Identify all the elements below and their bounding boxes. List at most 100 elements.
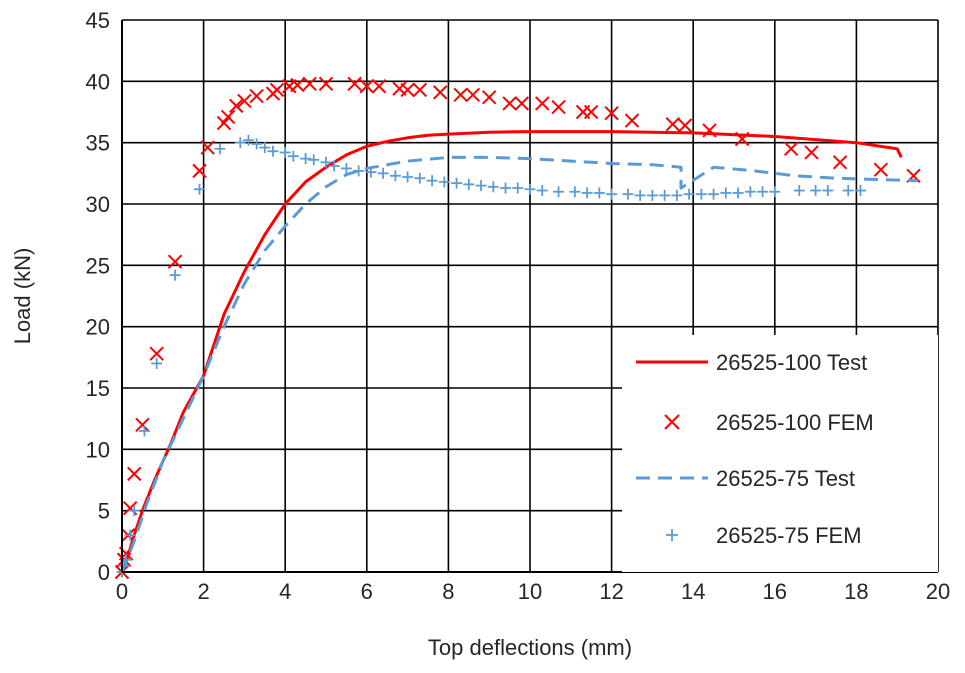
data-point-x-marker [347, 76, 362, 91]
data-point-x-marker [371, 79, 387, 94]
data-point-x-marker [290, 77, 305, 93]
data-point-plus-marker [214, 143, 226, 155]
data-point-x-marker [433, 85, 448, 100]
data-point-plus-marker [377, 167, 389, 179]
data-point-x-marker [832, 155, 848, 170]
data-point-x-marker [216, 115, 232, 131]
data-point-x-marker [400, 82, 415, 98]
data-point-plus-marker [475, 180, 487, 192]
y-tick-label: 40 [86, 69, 110, 94]
data-point-plus-marker [757, 186, 769, 198]
data-point-plus-marker [151, 357, 163, 369]
data-point-plus-marker [194, 183, 206, 195]
legend-item-0: 26525-100 Test [636, 350, 867, 375]
data-point-x-marker [783, 141, 799, 157]
data-point-plus-marker [438, 176, 450, 188]
data-point-plus-marker [300, 153, 312, 165]
data-point-plus-marker [169, 269, 181, 281]
data-point-plus-marker [606, 188, 618, 200]
data-point-plus-marker [634, 189, 646, 201]
data-point-x-marker [302, 76, 317, 91]
data-point-plus-marker [569, 186, 581, 198]
legend-box [622, 335, 938, 572]
data-point-x-marker [583, 104, 599, 120]
data-point-x-marker [481, 90, 497, 105]
data-point-x-marker [702, 123, 717, 138]
data-point-plus-marker [581, 187, 593, 199]
data-point-plus-marker [659, 189, 671, 201]
data-point-plus-marker [500, 182, 512, 194]
data-point-plus-marker [308, 154, 320, 166]
data-point-plus-marker [793, 185, 805, 197]
data-point-plus-marker [487, 181, 499, 193]
data-point-plus-marker [320, 156, 332, 168]
data-point-plus-marker [744, 186, 756, 198]
data-point-plus-marker [365, 166, 377, 178]
y-axis-title: Load (kN) [10, 248, 35, 345]
data-point-x-marker [465, 87, 481, 103]
data-point-x-marker [804, 145, 819, 160]
y-tick-label: 5 [98, 499, 110, 524]
data-point-x-marker [135, 417, 150, 433]
y-tick-label: 10 [86, 437, 110, 462]
data-point-plus-marker [720, 187, 732, 199]
x-tick-label: 2 [197, 579, 209, 604]
data-point-plus-marker [414, 172, 426, 184]
y-tick-label: 30 [86, 192, 110, 217]
data-point-plus-marker [287, 150, 299, 162]
data-point-plus-marker [451, 177, 463, 189]
data-point-x-marker [604, 106, 619, 121]
data-point-x-marker [502, 96, 517, 111]
data-point-plus-marker [822, 185, 834, 197]
y-tick-label: 20 [86, 315, 110, 340]
x-tick-label: 18 [844, 579, 868, 604]
data-point-plus-marker [259, 142, 271, 154]
x-tick-label: 10 [518, 579, 542, 604]
data-point-x-marker [677, 118, 693, 133]
data-point-plus-marker [854, 185, 866, 197]
data-point-x-marker [318, 76, 334, 91]
data-point-plus-marker [353, 165, 365, 177]
y-tick-label: 15 [86, 376, 110, 401]
data-point-plus-marker [463, 178, 475, 190]
data-point-plus-marker [593, 187, 605, 199]
data-point-x-marker [453, 87, 468, 103]
legend: 26525-100 Test 26525-100 FEM 26525-75 Test… [622, 335, 938, 572]
data-point-plus-marker [646, 189, 658, 201]
data-point-plus-marker [138, 425, 150, 437]
legend-item-3: 26525-75 FEM [666, 523, 862, 548]
data-point-x-marker [269, 82, 285, 98]
data-point-x-marker [149, 346, 164, 361]
data-point-x-marker [359, 79, 375, 94]
data-point-plus-marker [536, 185, 548, 197]
x-tick-label: 0 [116, 579, 128, 604]
data-point-plus-marker [389, 170, 401, 182]
data-point-x-marker [200, 140, 215, 155]
legend-label: 26525-75 Test [716, 466, 855, 491]
data-point-plus-marker [842, 185, 854, 197]
data-point-x-marker [873, 162, 889, 177]
data-point-x-marker [229, 98, 244, 114]
x-tick-label: 16 [763, 579, 787, 604]
data-point-x-marker [624, 113, 640, 128]
data-point-x-marker [665, 117, 681, 132]
x-axis-title: Top deflections (mm) [428, 635, 632, 660]
y-tick-label: 0 [98, 560, 110, 585]
data-point-plus-marker [340, 162, 352, 174]
legend-item-2: 26525-75 Test [636, 466, 855, 491]
series-1 [114, 76, 921, 580]
data-point-x-marker [734, 131, 750, 147]
x-tick-label: 4 [279, 579, 291, 604]
data-point-plus-marker [251, 138, 263, 150]
data-point-x-marker [192, 163, 207, 179]
data-point-plus-marker [622, 188, 634, 200]
data-point-x-marker [167, 254, 183, 269]
data-point-x-marker [220, 109, 236, 125]
data-point-plus-marker [671, 189, 683, 201]
x-tick-label: 6 [361, 579, 373, 604]
data-point-plus-marker [683, 188, 695, 200]
data-point-plus-marker [328, 160, 340, 172]
x-tick-label: 14 [681, 579, 705, 604]
data-point-x-marker [412, 82, 428, 98]
